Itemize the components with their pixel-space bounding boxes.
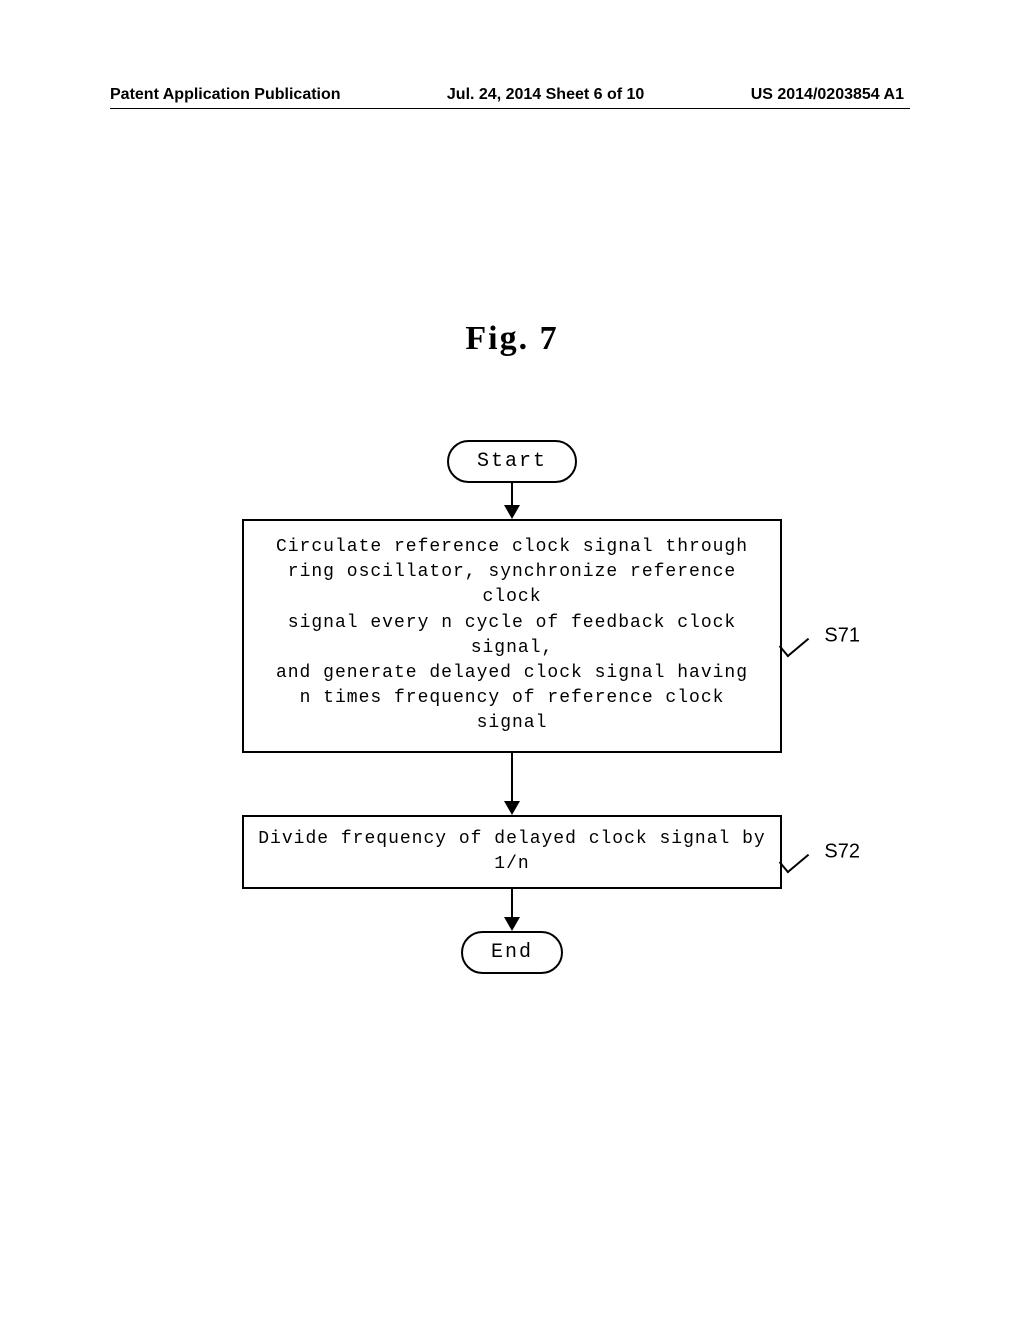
step-label-s71: S71 xyxy=(824,624,860,647)
process-s72-text: Divide frequency of delayed clock signal… xyxy=(258,829,765,874)
edge-line xyxy=(511,889,514,917)
edge-start-s71 xyxy=(504,483,520,519)
arrow-down-icon xyxy=(504,917,520,931)
terminal-end: End xyxy=(461,931,563,974)
header-right: US 2014/0203854 A1 xyxy=(751,86,904,104)
leader-line-s72 xyxy=(779,844,809,873)
edge-s71-s72 xyxy=(504,753,520,815)
edge-line xyxy=(511,483,514,505)
page-header: Patent Application Publication Jul. 24, … xyxy=(0,86,1024,104)
terminal-start: Start xyxy=(447,440,577,483)
arrow-down-icon xyxy=(504,801,520,815)
process-s71-text: Circulate reference clock signal through… xyxy=(276,537,748,733)
flowchart: Start Circulate reference clock signal t… xyxy=(0,440,1024,974)
header-left: Patent Application Publication xyxy=(110,86,341,104)
figure-title: Fig. 7 xyxy=(0,320,1024,358)
edge-line xyxy=(511,753,514,801)
edge-s72-end xyxy=(504,889,520,931)
header-center: Jul. 24, 2014 Sheet 6 of 10 xyxy=(447,86,644,104)
process-s72: Divide frequency of delayed clock signal… xyxy=(242,815,782,889)
arrow-down-icon xyxy=(504,505,520,519)
step-label-s72: S72 xyxy=(824,840,860,863)
flow-row-start: Start xyxy=(447,440,577,483)
page: Patent Application Publication Jul. 24, … xyxy=(0,0,1024,1320)
flow-row-end: End xyxy=(461,931,563,974)
process-s71: Circulate reference clock signal through… xyxy=(242,519,782,753)
flow-row-s71: Circulate reference clock signal through… xyxy=(242,519,782,753)
leader-line-s71 xyxy=(779,628,809,657)
flow-row-s72: Divide frequency of delayed clock signal… xyxy=(242,815,782,889)
header-rule xyxy=(110,108,910,109)
